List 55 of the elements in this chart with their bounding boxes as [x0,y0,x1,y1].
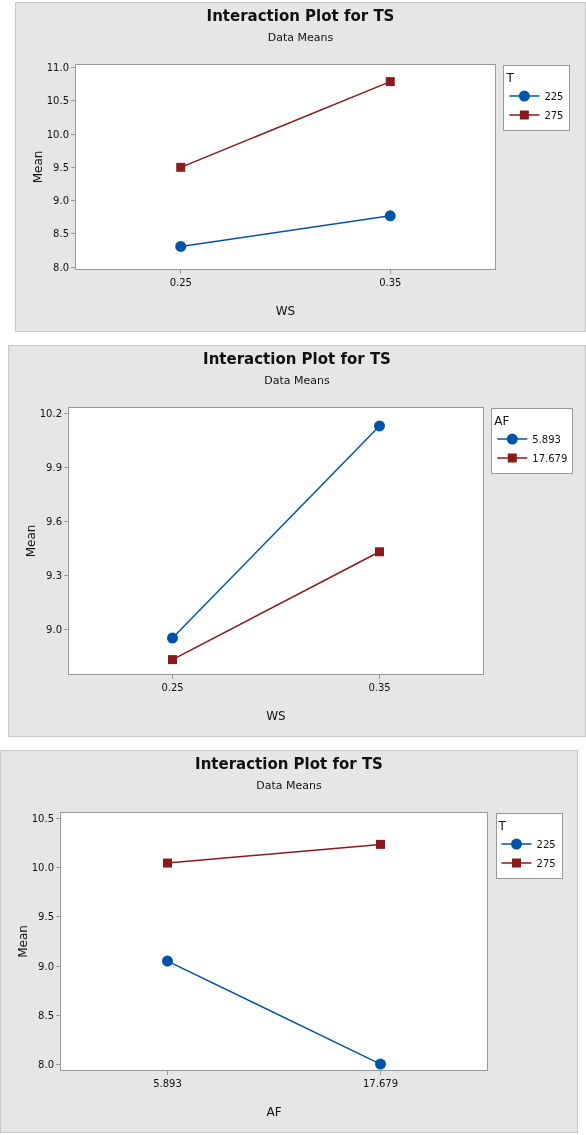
x-axis-title: WS [266,709,286,723]
legend-label: 17.679 [532,453,568,464]
chart-subtitle: Data Means [264,373,330,387]
chart-subtitle: Data Means [267,30,334,44]
y-tick-label: 10.5 [31,813,54,825]
point [375,1058,386,1070]
y-tick-label: 9.0 [38,960,54,972]
y-tick-label: 9.6 [46,515,62,527]
point [385,77,395,87]
y-tick-label: 8.0 [53,261,69,273]
point [175,240,187,252]
x-tick-label: 0.35 [379,277,402,288]
legend-label: 275 [544,110,564,121]
y-axis-title: Mean [24,524,38,558]
y-tick-label: 8.5 [53,228,69,240]
x-axis-title: AF [266,1105,282,1119]
chart-title: Interaction Plot for TS [195,755,383,773]
point [163,858,172,868]
point [167,632,178,644]
chart-subtitle: Data Means [256,778,322,792]
point [168,655,177,665]
point [375,547,384,557]
x-tick-label: 0.35 [368,682,391,693]
y-axis-title: Mean [16,925,30,958]
point [162,955,173,967]
chart-title: Interaction Plot for TS [206,7,395,25]
y-tick-label: 10.2 [39,407,62,419]
y-tick-label: 9.0 [53,195,69,207]
legend-label: 225 [536,839,556,850]
y-tick-label: 9.5 [38,911,54,923]
point [384,210,396,222]
point [176,162,186,172]
y-tick-label: 9.0 [46,623,62,635]
x-tick-label: 0.25 [169,277,192,288]
x-axis-title: WS [275,304,296,318]
legend-title: T [497,818,507,833]
y-tick-label: 10.0 [31,862,54,874]
point [374,420,385,432]
y-tick-label: 10.0 [46,128,69,140]
legend-title: T [505,70,515,85]
y-tick-label: 8.5 [38,1009,54,1021]
y-tick-label: 8.0 [38,1058,54,1070]
x-tick-label: 0.25 [161,682,184,693]
y-tick-label: 11.0 [46,62,69,74]
legend-label: 5.893 [532,434,561,445]
legend-title: AF [494,413,510,428]
y-tick-label: 9.3 [46,569,62,581]
legend-label: 225 [544,91,564,102]
y-axis-title: Mean [31,150,45,184]
y-tick-label: 9.5 [53,161,69,173]
legend-label: 275 [536,858,556,869]
y-tick-label: 10.5 [46,95,69,107]
chart-title: Interaction Plot for TS [203,350,391,368]
y-tick-label: 9.9 [46,461,62,473]
point [376,839,385,849]
